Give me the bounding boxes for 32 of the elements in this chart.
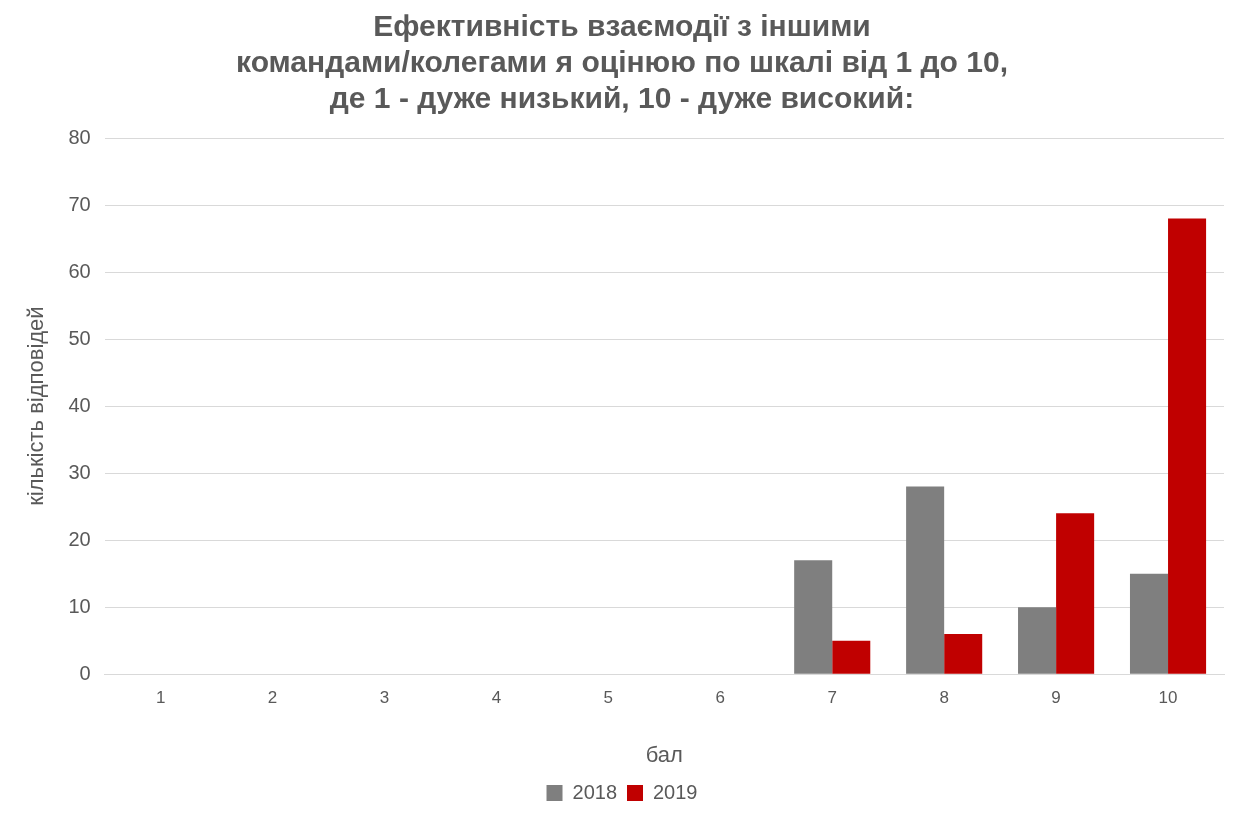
y-tick-label: 80 <box>68 125 91 148</box>
bar <box>1056 513 1095 674</box>
bar <box>1168 218 1207 674</box>
x-tick-label: 5 <box>603 688 614 708</box>
legend-label: 2019 <box>653 780 698 803</box>
y-tick-label: 40 <box>68 393 91 416</box>
bar <box>832 640 871 674</box>
y-tick-label: 50 <box>68 326 91 349</box>
y-tick-label: 0 <box>79 661 91 684</box>
x-tick-label: 4 <box>491 688 502 708</box>
x-tick-label: 3 <box>379 688 390 708</box>
y-tick-label: 20 <box>68 527 91 550</box>
chart-title: Ефективність взаємодії з іншими командами/колегами я оцінюю по шкалі від 1 до 10, де 1 - дуже низький, 10 - дуже високий: <box>236 9 1008 115</box>
legend-label: 2018 <box>572 780 618 803</box>
bar <box>944 633 983 674</box>
x-tick-label: 2 <box>267 688 278 708</box>
y-axis-title: кількість відповідей <box>23 306 49 506</box>
y-tick-label: 10 <box>68 594 91 617</box>
bar <box>1129 573 1169 674</box>
bar <box>1018 607 1057 674</box>
x-tick-label: 8 <box>939 688 949 708</box>
y-tick-label: 60 <box>68 259 91 282</box>
x-tick-label: 9 <box>1051 688 1061 708</box>
bar <box>906 486 945 674</box>
y-tick-label: 70 <box>68 192 91 215</box>
y-tick-label: 30 <box>68 460 91 483</box>
x-tick-label: 6 <box>715 688 726 708</box>
x-axis-title: бал <box>645 741 683 767</box>
bar <box>794 560 833 674</box>
x-tick-label: 7 <box>827 688 837 708</box>
x-tick-label: 1 <box>155 688 166 708</box>
x-tick-label: 10 <box>1158 688 1178 708</box>
